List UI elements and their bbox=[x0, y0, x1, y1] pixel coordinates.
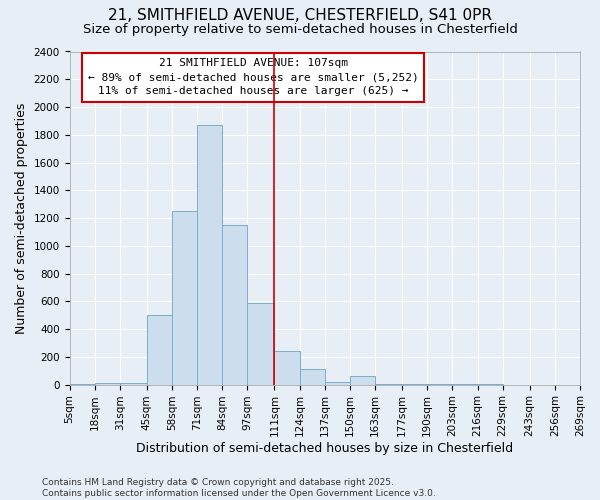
Y-axis label: Number of semi-detached properties: Number of semi-detached properties bbox=[15, 102, 28, 334]
Bar bbox=[325, 382, 350, 384]
Bar bbox=[120, 383, 147, 384]
Bar bbox=[147, 315, 172, 384]
Bar bbox=[350, 376, 375, 384]
Text: 21, SMITHFIELD AVENUE, CHESTERFIELD, S41 0PR: 21, SMITHFIELD AVENUE, CHESTERFIELD, S41… bbox=[108, 8, 492, 22]
Bar bbox=[95, 382, 120, 384]
Text: Contains HM Land Registry data © Crown copyright and database right 2025.
Contai: Contains HM Land Registry data © Crown c… bbox=[42, 478, 436, 498]
Bar bbox=[299, 370, 325, 384]
Bar bbox=[274, 350, 299, 384]
Bar bbox=[222, 225, 247, 384]
Text: Size of property relative to semi-detached houses in Chesterfield: Size of property relative to semi-detach… bbox=[83, 22, 517, 36]
Bar bbox=[247, 302, 274, 384]
X-axis label: Distribution of semi-detached houses by size in Chesterfield: Distribution of semi-detached houses by … bbox=[136, 442, 514, 455]
Bar bbox=[197, 125, 222, 384]
Text: 21 SMITHFIELD AVENUE: 107sqm
← 89% of semi-detached houses are smaller (5,252)
1: 21 SMITHFIELD AVENUE: 107sqm ← 89% of se… bbox=[88, 58, 419, 96]
Bar bbox=[172, 211, 197, 384]
